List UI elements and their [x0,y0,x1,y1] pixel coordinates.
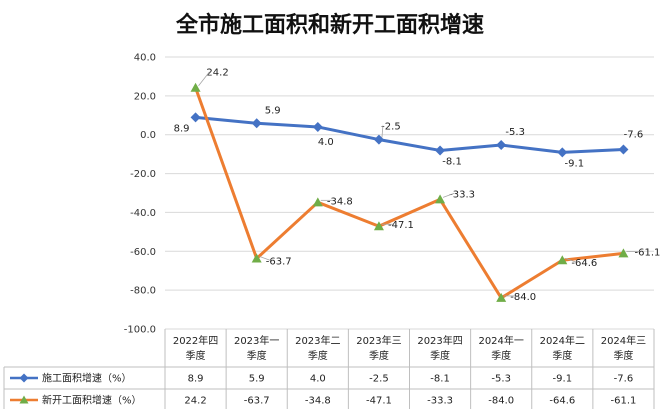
table-cell: 24.2 [184,396,206,407]
data-label: -64.6 [571,258,597,269]
data-point-diamond [373,134,384,145]
data-label: -9.1 [565,158,585,169]
table-cell: 5.9 [249,374,265,385]
y-tick-label: 0.0 [140,130,156,141]
table-cell: -7.6 [614,374,634,385]
x-category-label: 季度 [247,349,267,362]
table-cell: -9.1 [553,374,573,385]
y-axis: 40.0 20.0 0.0 -20.0 -40.0 -60.0 -80.0 -100.0 [124,53,156,336]
data-point-diamond [190,112,201,123]
data-point-diamond [312,121,323,132]
table-cell: 4.0 [310,374,326,385]
legend-label: 新开工面积增速（%） [42,394,142,407]
table-cell: -2.5 [369,374,389,385]
y-tick-label: -20.0 [130,169,156,180]
data-point-diamond [618,144,629,155]
data-point-triangle [618,248,629,258]
series-line-1 [195,115,624,154]
data-point-diamond [557,147,568,158]
leader-line [381,125,384,138]
data-point-triangle [496,292,507,302]
data-point-diamond [251,118,262,129]
leader-line [259,256,271,261]
data-label: -47.1 [388,220,414,231]
y-tick-label: -40.0 [130,208,156,219]
table-cell: 8.9 [188,374,204,385]
data-label: -84.0 [510,292,536,303]
x-category-label: 2023年三 [356,334,401,347]
data-point-diamond [496,140,507,151]
data-point-triangle [373,221,384,231]
gridlines [165,56,654,330]
data-point-triangle [190,82,201,92]
data-label: 4.0 [318,137,334,148]
data-label: 24.2 [206,68,228,79]
chart-title: 全市施工面积和新开工面积增速 [175,12,484,38]
x-category-label: 季度 [491,349,511,362]
y-tick-label: 20.0 [134,91,156,102]
data-point-triangle [251,253,262,263]
legend-label: 施工面积增速（%） [42,372,132,385]
table-cell: -5.3 [491,374,511,385]
x-category-label: 季度 [308,349,328,362]
x-category-label: 2024年三 [601,334,646,347]
x-category-label: 2024年二 [540,334,585,347]
data-point-triangle [557,255,568,265]
y-tick-label: -60.0 [130,247,156,258]
leader-line [565,257,577,263]
series-layer [190,82,629,302]
data-point-diamond [435,145,446,156]
y-tick-label: -80.0 [130,286,156,297]
x-category-label: 季度 [613,349,633,362]
data-labels: 8.9 5.9 4.0 -2.5 -8.1 -5.3 -9.1 -7.6 24.2 -63.7 -3… [174,68,661,303]
x-category-label: 季度 [430,349,450,362]
data-label: -7.6 [624,129,644,140]
data-label: -61.1 [635,247,661,258]
y-tick-label: 40.0 [134,53,156,64]
table-cell: -47.1 [366,396,392,407]
y-tick-label: -100.0 [124,325,156,336]
table-cell: -64.6 [549,396,575,407]
data-label: -2.5 [381,122,401,133]
legend-marker-triangle [19,395,29,404]
data-label: 8.9 [174,123,190,134]
table-cell: -84.0 [488,396,514,407]
table-cell: -33.3 [427,396,453,407]
data-label: -63.7 [266,256,292,267]
x-category-label: 2023年二 [295,334,340,347]
leader-line [442,193,455,198]
legend-marker-diamond [19,373,29,383]
series-line-2 [194,87,624,300]
x-category-label: 2023年一 [234,334,279,347]
x-category-label: 季度 [552,349,572,362]
table-cell: -34.8 [305,396,331,407]
x-category-label: 2024年一 [478,334,523,347]
data-label: 5.9 [265,105,281,116]
data-label: -8.1 [442,156,462,167]
leader-line [198,71,210,86]
x-category-label: 2022年四 [173,334,218,347]
table-cell: -8.1 [430,374,450,385]
data-point-triangle [435,194,446,204]
table-cell: -61.1 [611,396,637,407]
data-point-triangle [312,197,323,207]
data-label: -5.3 [505,127,525,138]
table-cell: -63.7 [244,396,270,407]
x-category-label: 季度 [369,349,389,362]
x-category-label: 2023年四 [417,334,462,347]
data-label: -34.8 [327,196,353,207]
data-table: 2022年四季度2023年一季度2023年二季度2023年三季度2023年四季度… [3,329,655,412]
x-category-label: 季度 [186,349,206,362]
data-label: -33.3 [449,189,475,200]
